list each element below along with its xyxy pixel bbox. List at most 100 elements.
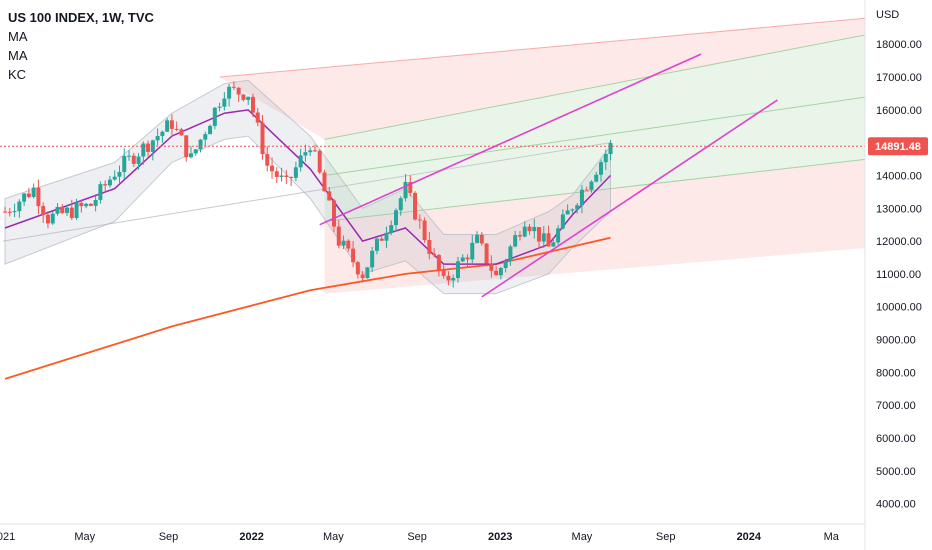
candle-body — [155, 136, 160, 141]
candle-body — [298, 155, 303, 168]
candle-body — [370, 250, 375, 268]
legend-indicator-ma-1[interactable]: MA — [8, 29, 28, 44]
chart-legend: US 100 INDEX, 1W, TVC MA MA KC — [8, 8, 154, 84]
candle-body — [408, 182, 413, 193]
trend-line — [2, 142, 611, 242]
y-tick-label: 11000.00 — [876, 269, 921, 281]
candle — [608, 139, 613, 161]
x-tick-label: Sep — [159, 531, 179, 543]
y-tick-label: 16000.00 — [876, 105, 922, 117]
candle-body — [246, 96, 251, 100]
candle — [584, 186, 589, 191]
candle-body — [556, 228, 561, 243]
candle — [84, 202, 89, 209]
candle-body — [322, 172, 327, 192]
candle-body — [222, 98, 227, 107]
x-tick-label: May — [572, 531, 593, 543]
candle-body — [103, 184, 108, 186]
legend-indicator-kc[interactable]: KC — [8, 67, 27, 82]
x-tick-label: 2024 — [737, 531, 762, 543]
candle — [155, 128, 160, 146]
candle-body — [198, 139, 203, 150]
candle-body — [255, 112, 260, 123]
candle-body — [165, 120, 170, 132]
candle-body — [413, 192, 418, 220]
candle — [69, 199, 74, 221]
candle — [184, 135, 189, 162]
candle — [270, 157, 275, 179]
candle-body — [360, 274, 365, 279]
candle — [284, 170, 289, 185]
candle — [570, 208, 575, 214]
candle — [327, 187, 332, 201]
candle — [208, 124, 213, 135]
last-price-label: 14891.48 — [875, 141, 921, 153]
candle — [241, 93, 246, 102]
candle-body — [417, 219, 422, 221]
candle-body — [332, 200, 337, 227]
candle-body — [250, 96, 255, 113]
candle — [107, 175, 112, 188]
chart-title[interactable]: US 100 INDEX, 1W, TVC — [8, 10, 154, 25]
candle-body — [513, 235, 518, 247]
candle-body — [341, 240, 346, 246]
candle — [160, 130, 165, 143]
candle — [517, 230, 522, 241]
candle — [441, 265, 446, 279]
candle-body — [379, 238, 384, 241]
x-tick-label: 2021 — [0, 531, 15, 543]
candle-body — [541, 233, 546, 242]
candle-body — [584, 189, 589, 191]
candle — [279, 167, 284, 182]
candle-body — [575, 205, 580, 210]
candle-body — [532, 227, 537, 232]
candle-body — [603, 154, 608, 163]
candle-body — [41, 206, 46, 215]
candle-body — [136, 156, 141, 164]
legend-indicator-ma-2[interactable]: MA — [8, 48, 28, 63]
candle — [551, 237, 556, 248]
candle — [408, 175, 413, 197]
candle — [351, 240, 356, 268]
candle — [341, 235, 346, 250]
candle — [227, 83, 232, 107]
candle-body — [498, 267, 503, 276]
candle-body — [432, 253, 437, 256]
candle-body — [193, 149, 198, 154]
candle — [322, 169, 327, 192]
candle — [599, 159, 604, 182]
candle-body — [317, 150, 322, 173]
candle — [432, 247, 437, 258]
candle — [355, 260, 360, 279]
candle — [503, 258, 508, 273]
candle — [522, 221, 527, 238]
candle — [436, 253, 441, 277]
candle-body — [160, 131, 165, 137]
candle — [374, 237, 379, 255]
x-tick-label: May — [74, 531, 95, 543]
candle-body — [560, 214, 565, 229]
candle-body — [460, 257, 465, 262]
candle — [379, 235, 384, 242]
candle — [336, 220, 341, 249]
candle-body — [403, 182, 408, 199]
candle — [231, 81, 236, 91]
candle-body — [88, 203, 93, 206]
candle — [393, 208, 398, 232]
candle-body — [208, 125, 213, 135]
candle — [31, 183, 36, 199]
candle-body — [436, 255, 441, 271]
candle-body — [279, 175, 284, 177]
candle-body — [374, 238, 379, 251]
y-tick-label: 10000.00 — [876, 302, 922, 314]
candle-body — [508, 246, 513, 261]
candle — [179, 127, 184, 136]
candle-body — [7, 211, 12, 213]
candle-body — [293, 167, 298, 178]
candle — [293, 161, 298, 182]
candle-body — [26, 193, 31, 197]
candle-body — [365, 267, 370, 279]
candle — [494, 266, 499, 276]
candle — [384, 226, 389, 248]
